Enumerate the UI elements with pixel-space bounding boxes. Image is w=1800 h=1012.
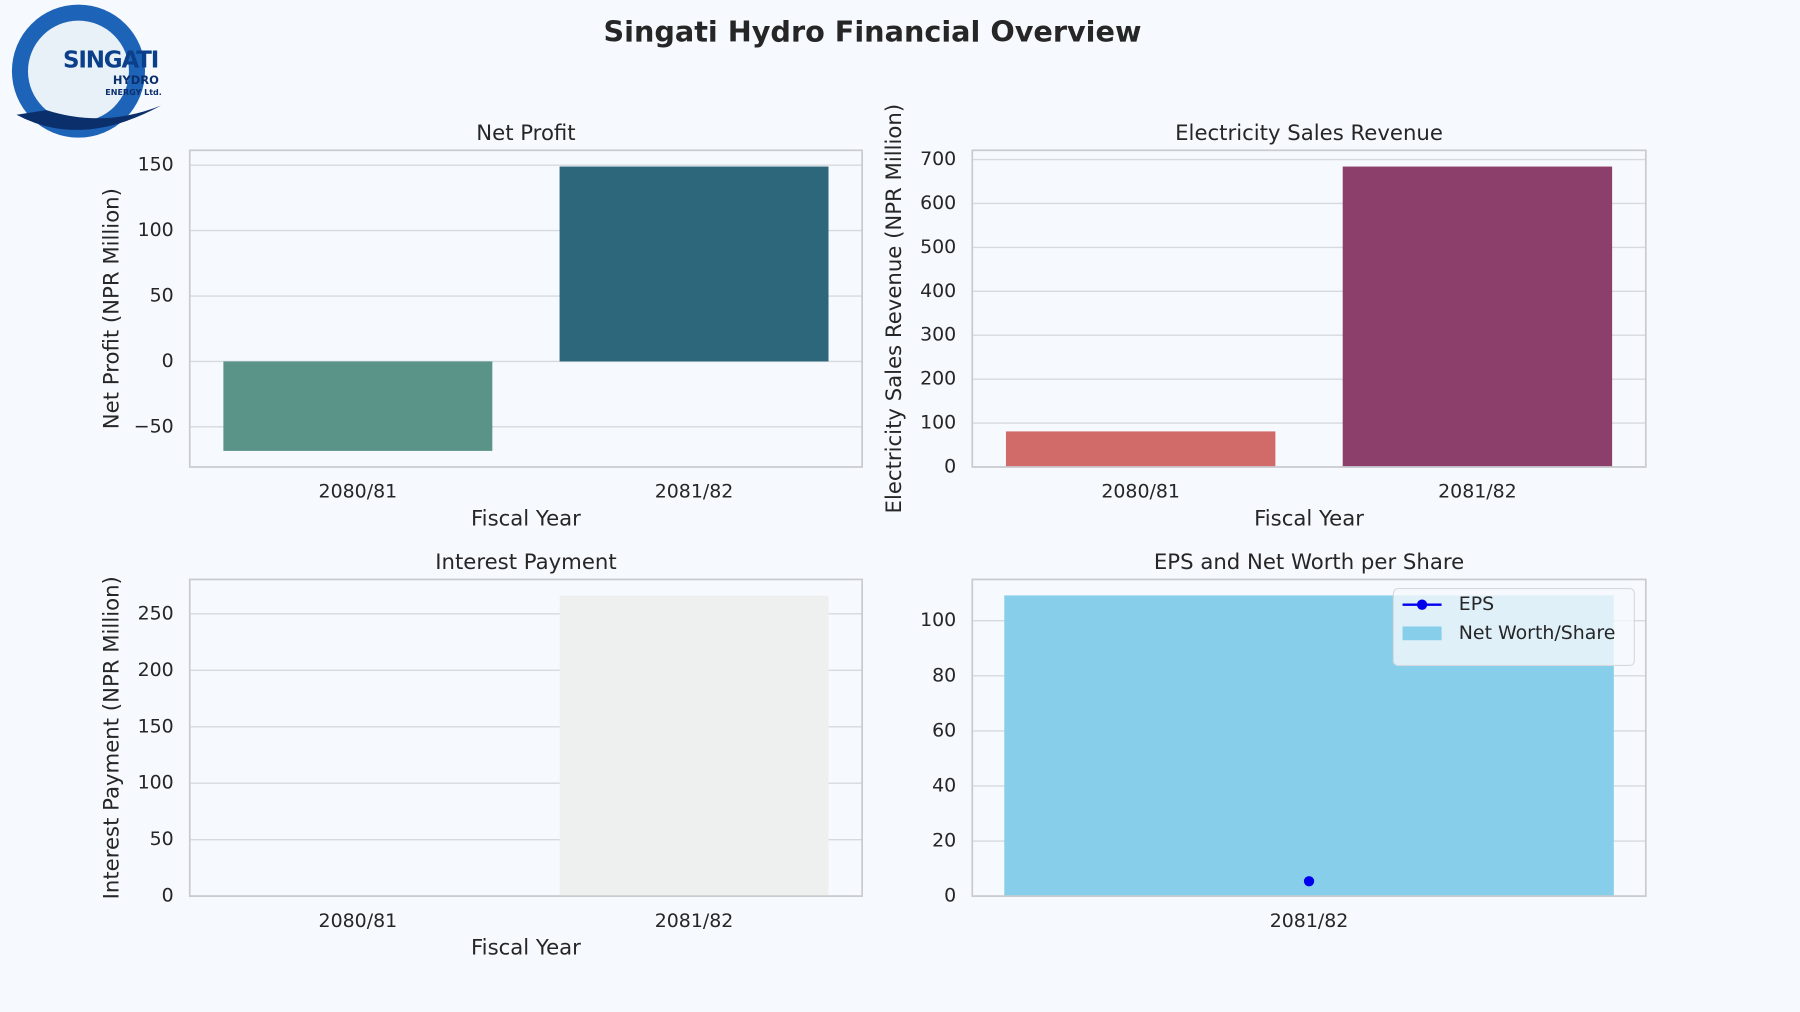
y-tick-label: 200 (138, 659, 174, 681)
legend-marker (1416, 599, 1428, 610)
x-axis-label: Fiscal Year (1254, 507, 1364, 532)
legend-label: Net Worth/Share (1459, 622, 1616, 644)
x-tick-label: 2081/82 (655, 481, 734, 503)
bar (559, 595, 829, 897)
subplot-title: Electricity Sales Revenue (1175, 121, 1443, 146)
y-tick-label: 600 (920, 192, 956, 214)
bar (223, 361, 493, 451)
y-tick-label: 80 (932, 664, 956, 686)
y-tick-label: 100 (920, 609, 956, 631)
subplot: 0 20 40 60 80 100 EPS and Net Worth per Share E… (920, 550, 1647, 932)
subplot-title: Interest Payment (435, 550, 616, 575)
plot-frame (188, 578, 863, 897)
x-tick-label: 2081/82 (1270, 910, 1349, 932)
y-tick-label: 0 (944, 885, 956, 907)
logo-inner (27, 20, 129, 122)
logo-line: ENERGY Ltd. (105, 88, 162, 97)
y-tick-label: 100 (138, 772, 174, 794)
y-axis-label: Electricity Sales Revenue (NPR Million) (882, 104, 907, 514)
y-tick-label: 500 (920, 236, 956, 258)
subplot-title: Net Profit (476, 121, 575, 146)
x-tick-label: 2080/81 (1101, 481, 1180, 503)
subplot: 0 100 200 300 400 500 600 700 Electricity Sales … (882, 104, 1647, 532)
x-tick-label: 2081/82 (1438, 481, 1517, 503)
y-tick-label: 100 (920, 412, 956, 434)
x-axis-label: Fiscal Year (471, 507, 581, 532)
subplot-title: EPS and Net Worth per Share (1154, 550, 1464, 575)
y-tick-label: 300 (920, 324, 956, 346)
bar (1005, 431, 1276, 467)
legend-swatch (1402, 626, 1442, 641)
y-tick-label: 0 (162, 885, 174, 907)
y-tick-label: 700 (920, 148, 956, 170)
plot-frame (971, 578, 1647, 897)
y-tick-label: 0 (162, 350, 174, 372)
y-tick-label: 150 (138, 715, 174, 737)
x-axis-label: Fiscal Year (471, 936, 581, 961)
logo-wave (16, 105, 162, 130)
y-tick-label: 60 (932, 719, 956, 741)
y-tick-label: 150 (138, 154, 174, 176)
y-tick-label: 400 (920, 280, 956, 302)
legend-box (1392, 588, 1635, 667)
y-tick-label: 200 (920, 368, 956, 390)
y-tick-label: 250 (138, 602, 174, 624)
y-tick-label: 100 (138, 219, 174, 241)
x-tick-label: 2080/81 (319, 910, 398, 932)
legend-label: EPS (1459, 593, 1494, 615)
figure-title: Singati Hydro Financial Overview (603, 14, 1141, 48)
y-tick-label: 20 (932, 830, 956, 852)
subplot: −50 0 50 100 150 Net Profit Fiscal Year Net Pro… (100, 121, 863, 532)
plot-frame (971, 149, 1647, 468)
y-tick-label: −50 (134, 415, 174, 437)
logo-line: HYDRO (113, 73, 159, 87)
y-tick-label: 40 (932, 774, 956, 796)
subplot: 0 50 100 150 200 250 Interest Payment Fiscal Ye… (100, 550, 863, 961)
logo-name: SINGATI (63, 48, 158, 74)
y-axis-label: Interest Payment (NPR Million) (100, 576, 125, 899)
y-tick-label: 50 (150, 828, 174, 850)
y-tick-label: 50 (150, 285, 174, 307)
point (1303, 876, 1315, 887)
bar (559, 166, 829, 362)
y-tick-label: 0 (944, 455, 956, 477)
bar (1342, 166, 1613, 467)
x-tick-label: 2080/81 (319, 481, 398, 503)
x-tick-label: 2081/82 (655, 910, 734, 932)
plot-frame (188, 149, 863, 468)
logo: SINGATI HYDRO ENERGY Ltd. (11, 4, 162, 138)
y-axis-label: Net Profit (NPR Million) (100, 188, 125, 429)
